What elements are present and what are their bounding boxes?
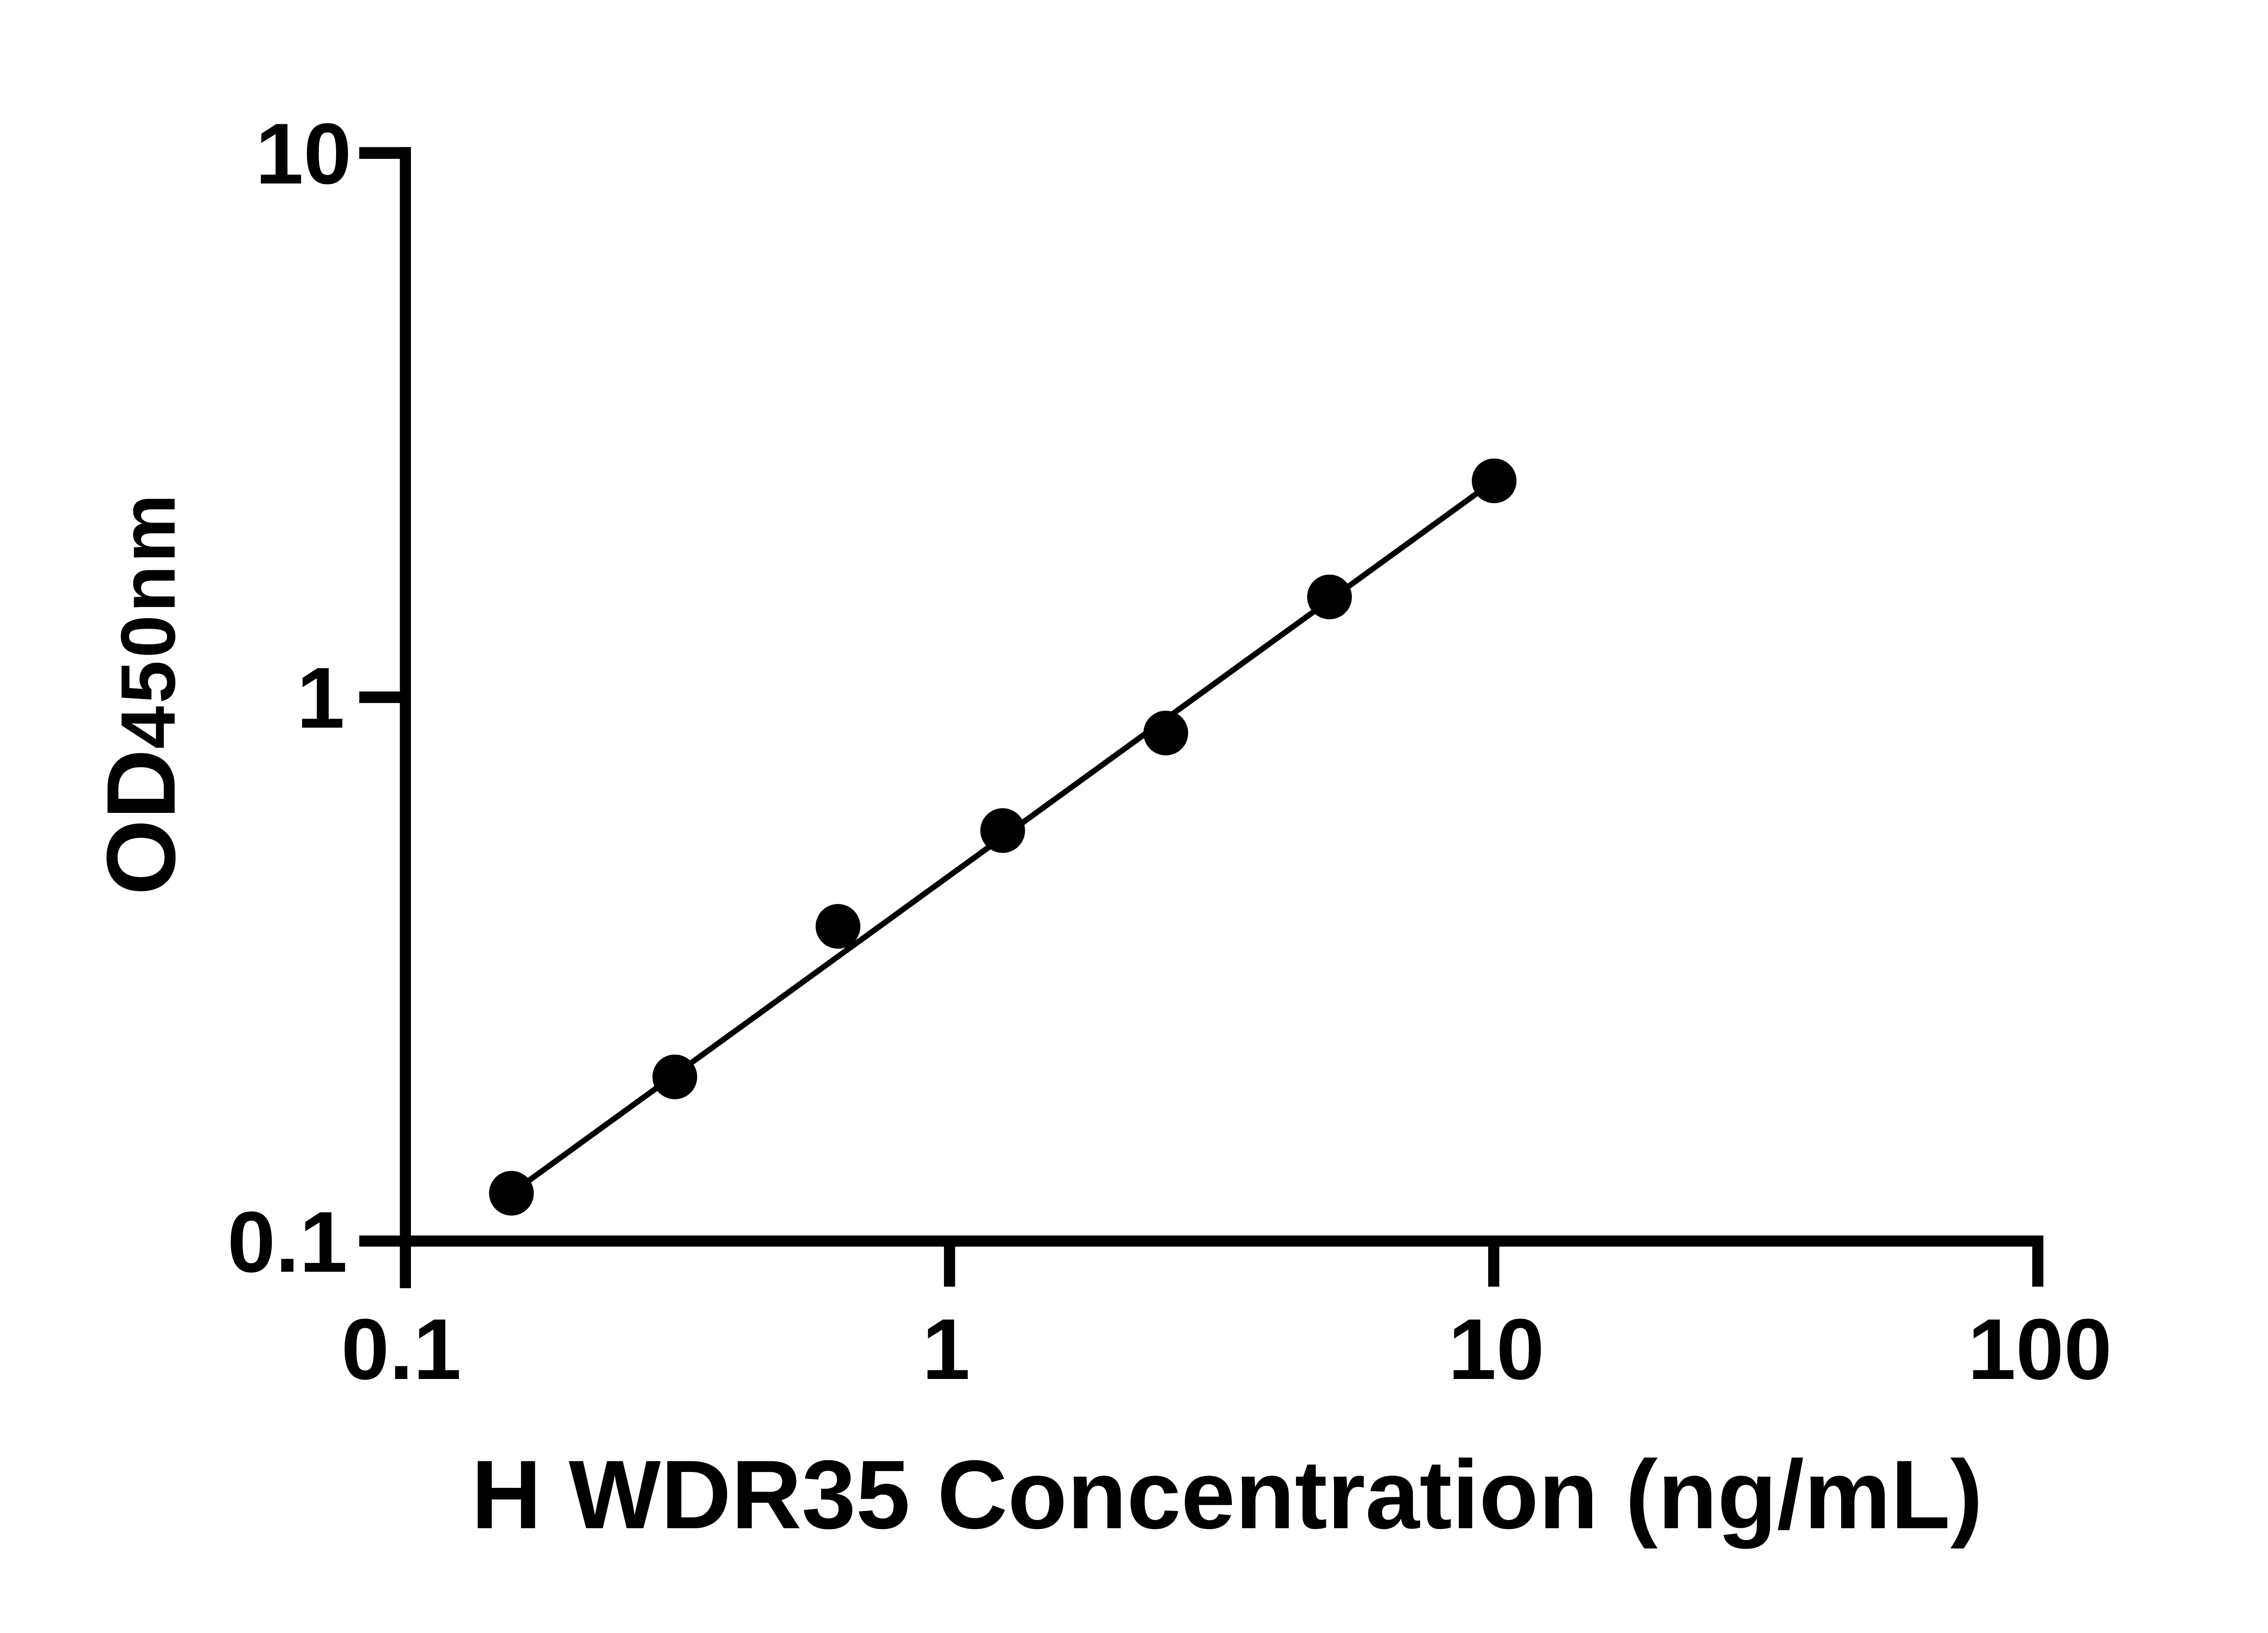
svg-text:10: 10 — [255, 106, 352, 202]
svg-text:100: 100 — [1968, 1301, 2112, 1398]
svg-text:0.1: 0.1 — [341, 1301, 461, 1398]
svg-text:10: 10 — [1448, 1301, 1545, 1398]
svg-text:1: 1 — [297, 650, 345, 746]
svg-text:OD450nm: OD450nm — [86, 491, 196, 895]
svg-text:1: 1 — [922, 1301, 970, 1398]
svg-text:H WDR35 Concentration (ng/mL): H WDR35 Concentration (ng/mL) — [471, 1440, 1983, 1549]
svg-text:0.1: 0.1 — [227, 1194, 347, 1291]
